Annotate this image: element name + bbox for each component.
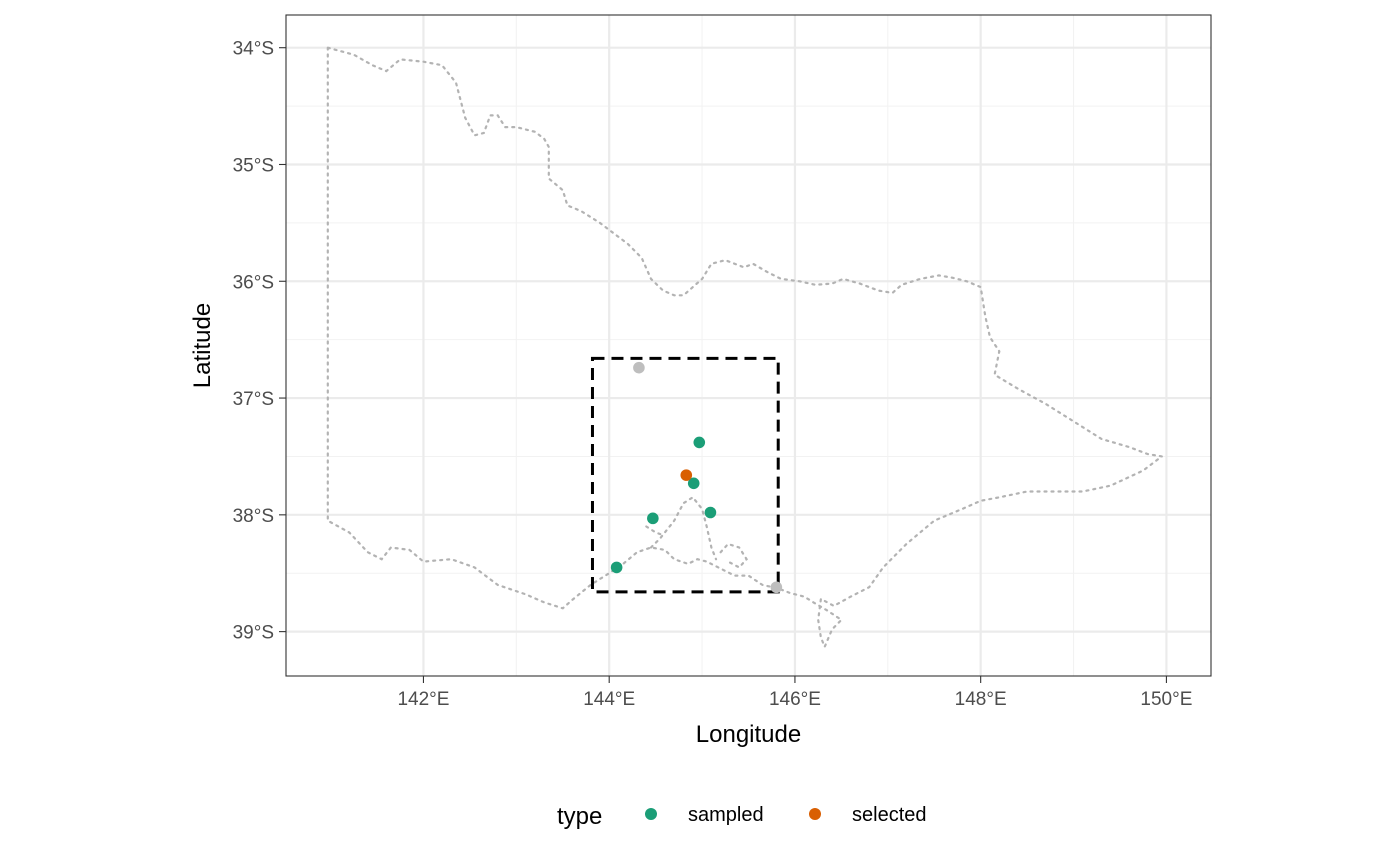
legend: type sampled selected <box>557 803 927 830</box>
point-markers <box>610 361 783 594</box>
bay-coastline-outline <box>719 542 748 569</box>
y-tick-label: 34°S <box>233 39 274 60</box>
bay-coastline-outline <box>649 495 718 561</box>
y-tick-label: 39°S <box>233 623 274 644</box>
point-selected <box>680 469 693 481</box>
gridlines <box>286 15 1211 676</box>
y-tick-label: 38°S <box>233 506 274 527</box>
x-axis-title: Longitude <box>696 721 801 748</box>
point-sampled <box>647 512 659 525</box>
legend-key-sampled <box>645 808 657 820</box>
point-sampled <box>610 561 623 574</box>
legend-title: type <box>557 803 602 830</box>
point-sampled <box>704 506 717 519</box>
x-tick-label: 142°E <box>397 689 449 710</box>
point-other <box>770 581 783 594</box>
y-axis-title: Latitude <box>189 303 216 388</box>
point-sampled <box>687 477 700 490</box>
point-sampled <box>693 436 706 449</box>
plot-panel-border <box>285 14 1212 677</box>
y-tick-label: 35°S <box>233 155 274 176</box>
region-outline <box>326 46 1165 650</box>
x-tick-label: 150°E <box>1140 689 1192 710</box>
legend-key-selected <box>809 808 821 820</box>
legend-label-selected: selected <box>852 804 927 826</box>
x-tick-label: 148°E <box>955 689 1007 710</box>
axes: 142°E 144°E 146°E 148°E 150°E 34°S 35°S 36°S 37°… <box>233 39 1193 710</box>
x-tick-label: 144°E <box>583 689 635 710</box>
legend-label-sampled: sampled <box>688 804 764 826</box>
y-tick-label: 36°S <box>233 272 274 293</box>
y-tick-label: 37°S <box>233 389 274 410</box>
state-border-outline <box>326 46 1165 650</box>
x-tick-label: 146°E <box>769 689 821 710</box>
point-other <box>633 361 645 374</box>
